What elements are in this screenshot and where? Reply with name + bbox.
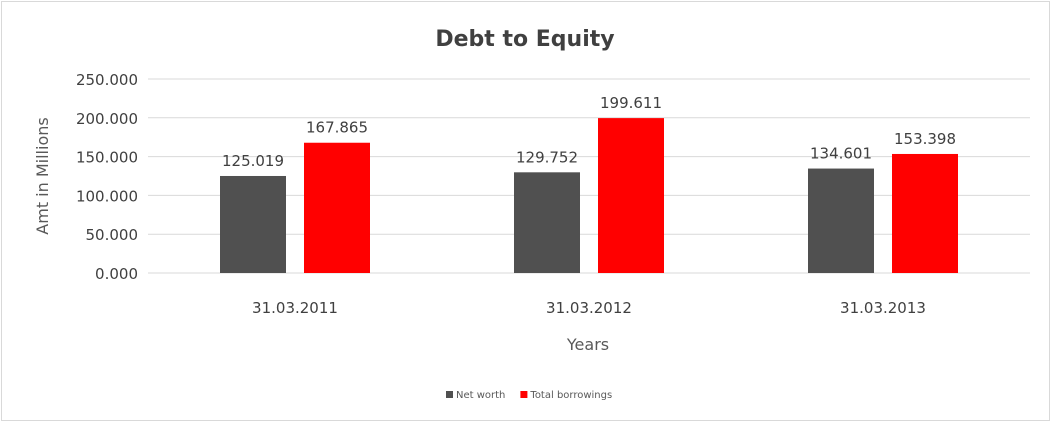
chart-title: Debt to Equity xyxy=(435,27,614,52)
data-label: 199.611 xyxy=(600,94,662,112)
bar-total-borrowings xyxy=(892,153,958,273)
x-tick-label: 31.03.2013 xyxy=(840,299,926,317)
data-label: 129.752 xyxy=(516,148,578,166)
legend-label: Net worth xyxy=(456,390,505,401)
data-label: 153.398 xyxy=(894,130,956,148)
y-tick-label: 250.000 xyxy=(76,71,138,89)
y-tick-label: 100.000 xyxy=(76,187,138,205)
bar-total-borrowings xyxy=(598,118,664,273)
y-axis-label: Amt in Millions xyxy=(33,117,52,234)
data-label: 125.019 xyxy=(222,152,284,170)
data-label: 167.865 xyxy=(306,119,368,137)
y-tick-label: 150.000 xyxy=(76,149,138,167)
x-axis-label: Years xyxy=(566,335,609,354)
legend-label: Total borrowings xyxy=(529,390,612,401)
bar-total-borrowings xyxy=(304,142,370,273)
y-tick-label: 0.000 xyxy=(95,265,138,283)
data-label: 134.601 xyxy=(810,145,872,163)
bar-net-worth xyxy=(220,175,286,273)
legend-swatch xyxy=(520,391,528,398)
bar-net-worth xyxy=(514,172,580,273)
legend-swatch xyxy=(446,391,453,398)
x-tick-label: 31.03.2011 xyxy=(252,299,338,317)
y-tick-label: 200.000 xyxy=(76,110,138,128)
y-tick-label: 50.000 xyxy=(86,226,139,244)
bar-net-worth xyxy=(808,168,874,273)
x-tick-label: 31.03.2012 xyxy=(546,299,632,317)
